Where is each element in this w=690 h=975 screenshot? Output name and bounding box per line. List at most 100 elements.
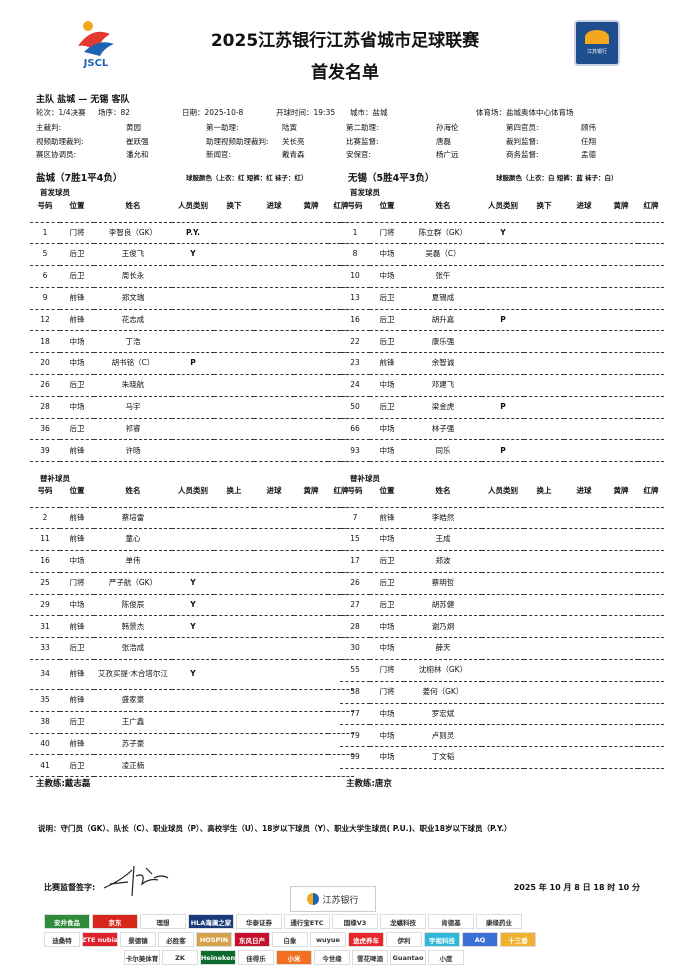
player-row[interactable]: 26 后卫 蔡明哲	[340, 572, 664, 595]
number-cell: 12	[30, 309, 60, 332]
sub-cell	[524, 374, 564, 397]
official-role: 第四官员:	[506, 123, 539, 132]
number-cell: 28	[340, 615, 370, 639]
player-row[interactable]: 27 后卫 胡苏健	[340, 594, 664, 617]
player-row[interactable]: 36 后卫 祁睿	[30, 418, 354, 441]
player-row[interactable]: 50 后卫 梁金虎 P	[340, 396, 664, 419]
player-row[interactable]: 25 门将 严子航（GK） Y	[30, 572, 354, 595]
player-row[interactable]: 29 中场 陈俊辰 Y	[30, 594, 354, 617]
name-cell: 苏子豪	[94, 733, 172, 756]
player-row[interactable]: 31 前锋 韩景杰 Y	[30, 615, 354, 639]
sub-cell	[214, 711, 254, 734]
category-cell: Y	[172, 572, 214, 595]
player-row[interactable]: 77 中场 罗宏斌	[340, 703, 664, 726]
player-row[interactable]: 79 中场 卢则灵	[340, 724, 664, 748]
red-cell	[638, 724, 664, 748]
name-cell: 盛家豪	[94, 689, 172, 712]
player-row[interactable]: 1 门将 李智良（GK） P.Y.	[30, 222, 354, 245]
number-cell: 40	[30, 733, 60, 756]
official-name: 任翔	[581, 136, 596, 146]
match-info-item: 开球时间：19:35	[276, 108, 336, 117]
column-header: 号码	[340, 484, 370, 508]
player-row[interactable]: 6 后卫 周长永	[30, 265, 354, 288]
number-cell: 39	[30, 439, 60, 463]
sponsor-badge-logo: 江苏银行	[574, 20, 620, 66]
category-cell	[482, 418, 524, 441]
player-row[interactable]: 99 中场 丁文韬	[340, 746, 664, 770]
player-row[interactable]: 12 前锋 花志成	[30, 309, 354, 332]
name-cell: 马宇	[94, 396, 172, 419]
player-row[interactable]: 30 中场 薛天	[340, 637, 664, 661]
category-cell	[482, 507, 524, 530]
name-cell: 林子强	[404, 418, 482, 441]
player-row[interactable]: 93 中场 同乐 P	[340, 439, 664, 463]
name-cell: 王俊飞	[94, 243, 172, 267]
player-row[interactable]: 41 后卫 凌正楠	[30, 754, 354, 778]
header-row: 号码 位置 姓名 人员类别 换下 进球 黄牌 红牌	[30, 199, 354, 223]
player-row[interactable]: 13 后卫 夏锡成	[340, 287, 664, 310]
player-row[interactable]: 9 前锋 郑文瑞	[30, 287, 354, 310]
player-row[interactable]: 1 门将 陈立群（GK） Y	[340, 222, 664, 245]
sponsor-logo: 途虎养车	[348, 932, 384, 947]
sponsor-logo: 小度	[428, 950, 464, 965]
player-row[interactable]: 28 中场 谢乃炯	[340, 615, 664, 639]
name-cell: 吴磊（C）	[404, 243, 482, 267]
category-cell	[482, 550, 524, 573]
player-row[interactable]: 22 后卫 康乐强	[340, 330, 664, 354]
player-row[interactable]: 55 门将 沈栩林（GK）	[340, 659, 664, 682]
player-row[interactable]: 2 前锋 蔡培雷	[30, 507, 354, 530]
yellow-cell	[294, 507, 328, 530]
away-subs-table: 号码 位置 姓名 人员类别 换上 进球 黄牌 红牌 7 前锋 李皓然 15 中场 王成 17 后卫 郑波 26 后卫…	[340, 484, 664, 770]
yellow-cell	[294, 615, 328, 639]
player-row[interactable]: 16 中场 单伟	[30, 550, 354, 573]
sponsor-logo: 伊利	[386, 932, 422, 947]
number-cell: 35	[30, 689, 60, 712]
official-role: 新闻官:	[206, 150, 232, 159]
name-cell: 丁文韬	[404, 746, 482, 770]
player-row[interactable]: 7 前锋 李皓然	[340, 507, 664, 530]
player-row[interactable]: 10 中场 张午	[340, 265, 664, 288]
home-kit: 球服颜色（上衣：红 短裤：红 袜子：红）	[186, 174, 308, 182]
official-name: 顾伟	[581, 123, 596, 132]
sponsor-logo: 肯德基	[428, 914, 474, 929]
yellow-cell	[604, 439, 638, 463]
player-row[interactable]: 40 前锋 苏子豪	[30, 733, 354, 756]
yellow-cell	[294, 594, 328, 617]
player-row[interactable]: 20 中场 胡书铭（C） P	[30, 352, 354, 376]
player-row[interactable]: 58 门将 姜何（GK）	[340, 681, 664, 704]
player-row[interactable]: 15 中场 王成	[340, 528, 664, 552]
category-cell	[172, 754, 214, 778]
player-row[interactable]: 23 前锋 余智诚	[340, 352, 664, 376]
player-row[interactable]: 26 后卫 朱晓航	[30, 374, 354, 397]
column-header: 人员类别	[172, 199, 214, 223]
player-row[interactable]: 16 后卫 胡升嘉 P	[340, 309, 664, 332]
red-cell	[638, 374, 664, 397]
number-cell: 29	[30, 594, 60, 617]
player-row[interactable]: 18 中场 丁浩	[30, 330, 354, 354]
position-cell: 后卫	[370, 550, 404, 573]
name-cell: 李智良（GK）	[94, 222, 172, 245]
category-cell: P	[482, 439, 524, 463]
player-row[interactable]: 35 前锋 盛家豪	[30, 689, 354, 712]
player-row[interactable]: 34 前锋 艾孜买提·木合塔尔江 Y	[30, 659, 354, 691]
column-header: 位置	[60, 484, 94, 508]
player-row[interactable]: 5 后卫 王俊飞 Y	[30, 243, 354, 267]
player-row[interactable]: 66 中场 林子强	[340, 418, 664, 441]
player-row[interactable]: 11 前锋 童心	[30, 528, 354, 552]
goals-cell	[254, 572, 294, 595]
bank-of-jiangsu-logo: 江苏银行	[290, 886, 376, 912]
player-row[interactable]: 28 中场 马宇	[30, 396, 354, 419]
player-row[interactable]: 33 后卫 张浩成	[30, 637, 354, 661]
sponsor-logo: 今世缘	[314, 950, 350, 965]
player-row[interactable]: 39 前锋 许旸	[30, 439, 354, 463]
position-cell: 后卫	[370, 309, 404, 332]
player-row[interactable]: 8 中场 吴磊（C）	[340, 243, 664, 267]
number-cell: 1	[30, 222, 60, 245]
player-row[interactable]: 38 后卫 王广鑫	[30, 711, 354, 734]
sub-cell	[214, 637, 254, 661]
red-cell	[638, 528, 664, 552]
player-row[interactable]: 17 后卫 郑波	[340, 550, 664, 573]
red-cell	[638, 681, 664, 704]
player-row[interactable]: 24 中场 邓建飞	[340, 374, 664, 397]
goals-cell	[564, 746, 604, 770]
